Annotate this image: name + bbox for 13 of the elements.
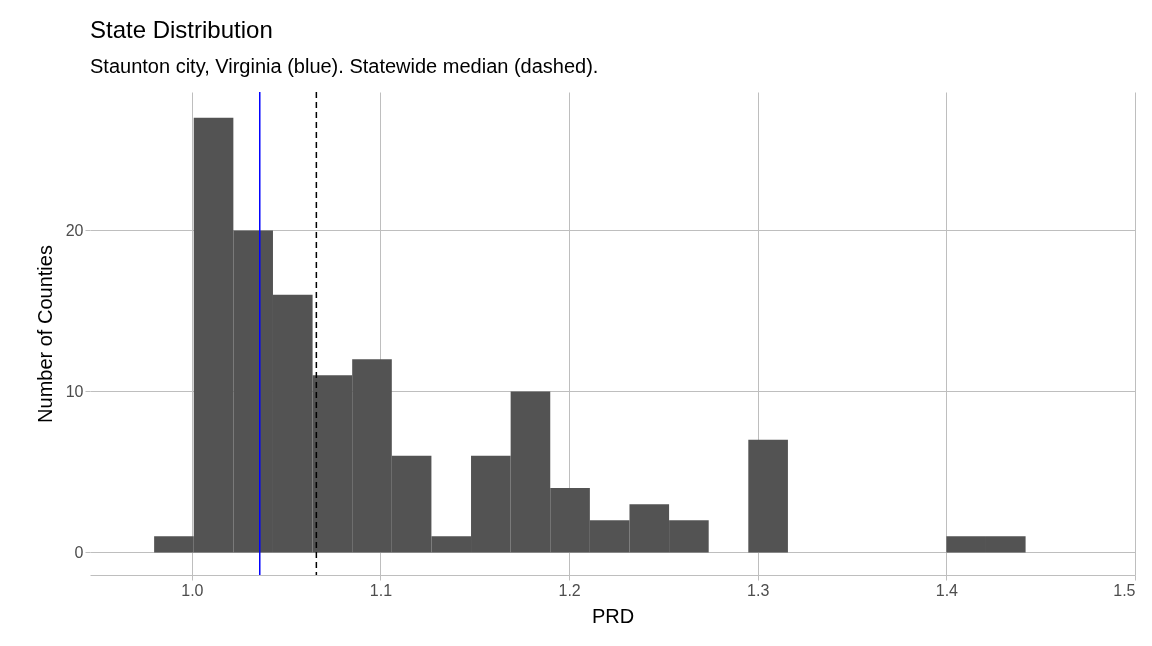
y-tick-label: 20 <box>65 221 84 239</box>
x-tick-label: 1.4 <box>935 581 959 599</box>
y-tick-label: 10 <box>65 382 84 400</box>
y-tick-label: 0 <box>74 543 84 561</box>
x-tick-label: 1.3 <box>747 581 770 599</box>
x-tick-label: 1.2 <box>558 581 581 599</box>
chart-subtitle: Staunton city, Virginia (blue). Statewide median (dashed). <box>90 55 599 78</box>
y-axis-title: Number of Counties <box>33 245 56 423</box>
x-axis-title: PRD <box>591 604 635 627</box>
x-tick-label: 1.0 <box>181 581 204 599</box>
x-tick-label: 1.5 <box>1113 581 1136 599</box>
x-tick-label: 1.1 <box>369 581 393 599</box>
chart-title: State Distribution <box>90 16 273 44</box>
